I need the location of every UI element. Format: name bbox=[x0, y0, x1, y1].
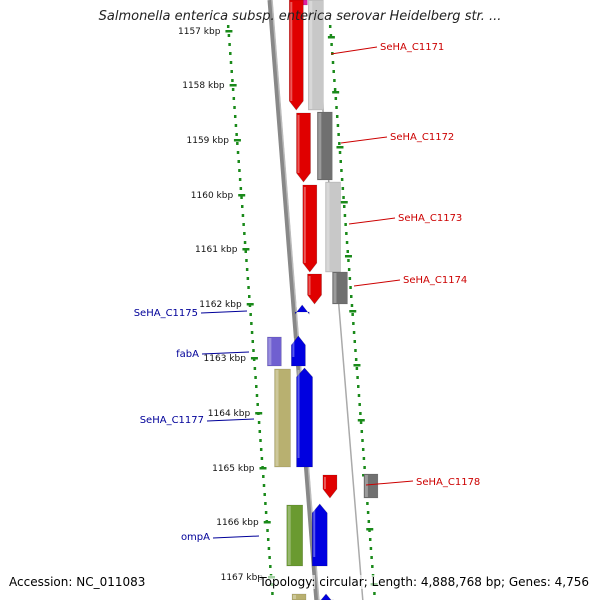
gene-label[interactable]: SeHA_C1177 bbox=[140, 415, 204, 426]
reverse-gene-arrow[interactable] bbox=[311, 503, 328, 567]
genome-stats: Topology: circular; Length: 4,888,768 bp… bbox=[259, 575, 589, 589]
cog-block[interactable] bbox=[274, 368, 291, 468]
gene-label[interactable]: ompA bbox=[181, 532, 210, 543]
ruler-layer: 1157 kbp 1158 kbp 1159 kbp 1160 kbp 1161 kbp… bbox=[178, 25, 378, 595]
genome-backbone bbox=[267, 0, 320, 600]
cog-block[interactable] bbox=[267, 336, 282, 367]
cog-block[interactable] bbox=[308, 0, 324, 111]
ruler-tick-label: 1159 kbp bbox=[187, 136, 230, 146]
topology-label: Topology: bbox=[259, 575, 316, 589]
genes-value: 4,756 bbox=[554, 575, 589, 589]
forward-gene-arrow[interactable] bbox=[302, 184, 318, 273]
gene-label[interactable]: SeHA_C1172 bbox=[390, 132, 454, 143]
topology-value: circular bbox=[319, 575, 364, 589]
accession-info: Accession: NC_011083 bbox=[9, 575, 145, 589]
forward-gene-arrow[interactable] bbox=[307, 273, 322, 305]
gene-label[interactable]: SeHA_C1174 bbox=[403, 275, 467, 286]
forward-gene-arrow[interactable] bbox=[322, 474, 338, 499]
gene-label[interactable]: SeHA_C1178 bbox=[416, 477, 480, 488]
reverse-gene-arrow[interactable] bbox=[296, 367, 313, 468]
accession-label: Accession: bbox=[9, 575, 73, 589]
ruler-tick-label: 1167 kbp bbox=[221, 573, 264, 583]
length-label: Length: bbox=[371, 575, 418, 589]
ruler-tick-label: 1161 kbp bbox=[195, 245, 238, 255]
ruler-tick-label: 1166 kbp bbox=[216, 518, 259, 528]
cog-block[interactable] bbox=[317, 111, 333, 181]
ruler-tick-label: 1162 kbp bbox=[199, 300, 242, 310]
cog-block[interactable] bbox=[286, 504, 303, 567]
ruler-tick-label: 1158 kbp bbox=[182, 81, 225, 91]
ruler-tick-label: 1165 kbp bbox=[212, 464, 255, 474]
cog-block[interactable] bbox=[363, 473, 379, 499]
length-value: 4,888,768 bp bbox=[420, 575, 501, 589]
gene-label[interactable]: SeHA_C1175 bbox=[134, 308, 198, 319]
gene-layer bbox=[288, 0, 338, 600]
label-layer: SeHA_C1171 SeHA_C1172 SeHA_C1173 SeHA_C1174… bbox=[134, 42, 481, 543]
genes-label: Genes: bbox=[508, 575, 551, 589]
ruler-tick-label: 1160 kbp bbox=[191, 191, 234, 201]
genome-title: Salmonella enterica subsp. enterica sero… bbox=[98, 9, 502, 24]
gene-label[interactable]: fabA bbox=[176, 349, 199, 360]
forward-gene-arrow[interactable] bbox=[288, 0, 304, 111]
ruler-tick-label: 1157 kbp bbox=[178, 27, 221, 37]
ruler-tick-label: 1164 kbp bbox=[208, 409, 251, 419]
forward-gene-arrow[interactable] bbox=[296, 112, 311, 183]
ruler-tick-label: 1163 kbp bbox=[204, 354, 247, 364]
accession-value: NC_011083 bbox=[76, 575, 146, 589]
gene-label[interactable]: SeHA_C1171 bbox=[380, 42, 444, 53]
reverse-gene-arrow[interactable] bbox=[294, 304, 310, 315]
cog-block[interactable] bbox=[291, 593, 307, 600]
cog-block[interactable] bbox=[332, 271, 348, 305]
gene-label[interactable]: SeHA_C1173 bbox=[398, 213, 462, 224]
reverse-gene-arrow[interactable] bbox=[318, 593, 334, 600]
reverse-gene-arrow[interactable] bbox=[291, 335, 306, 367]
